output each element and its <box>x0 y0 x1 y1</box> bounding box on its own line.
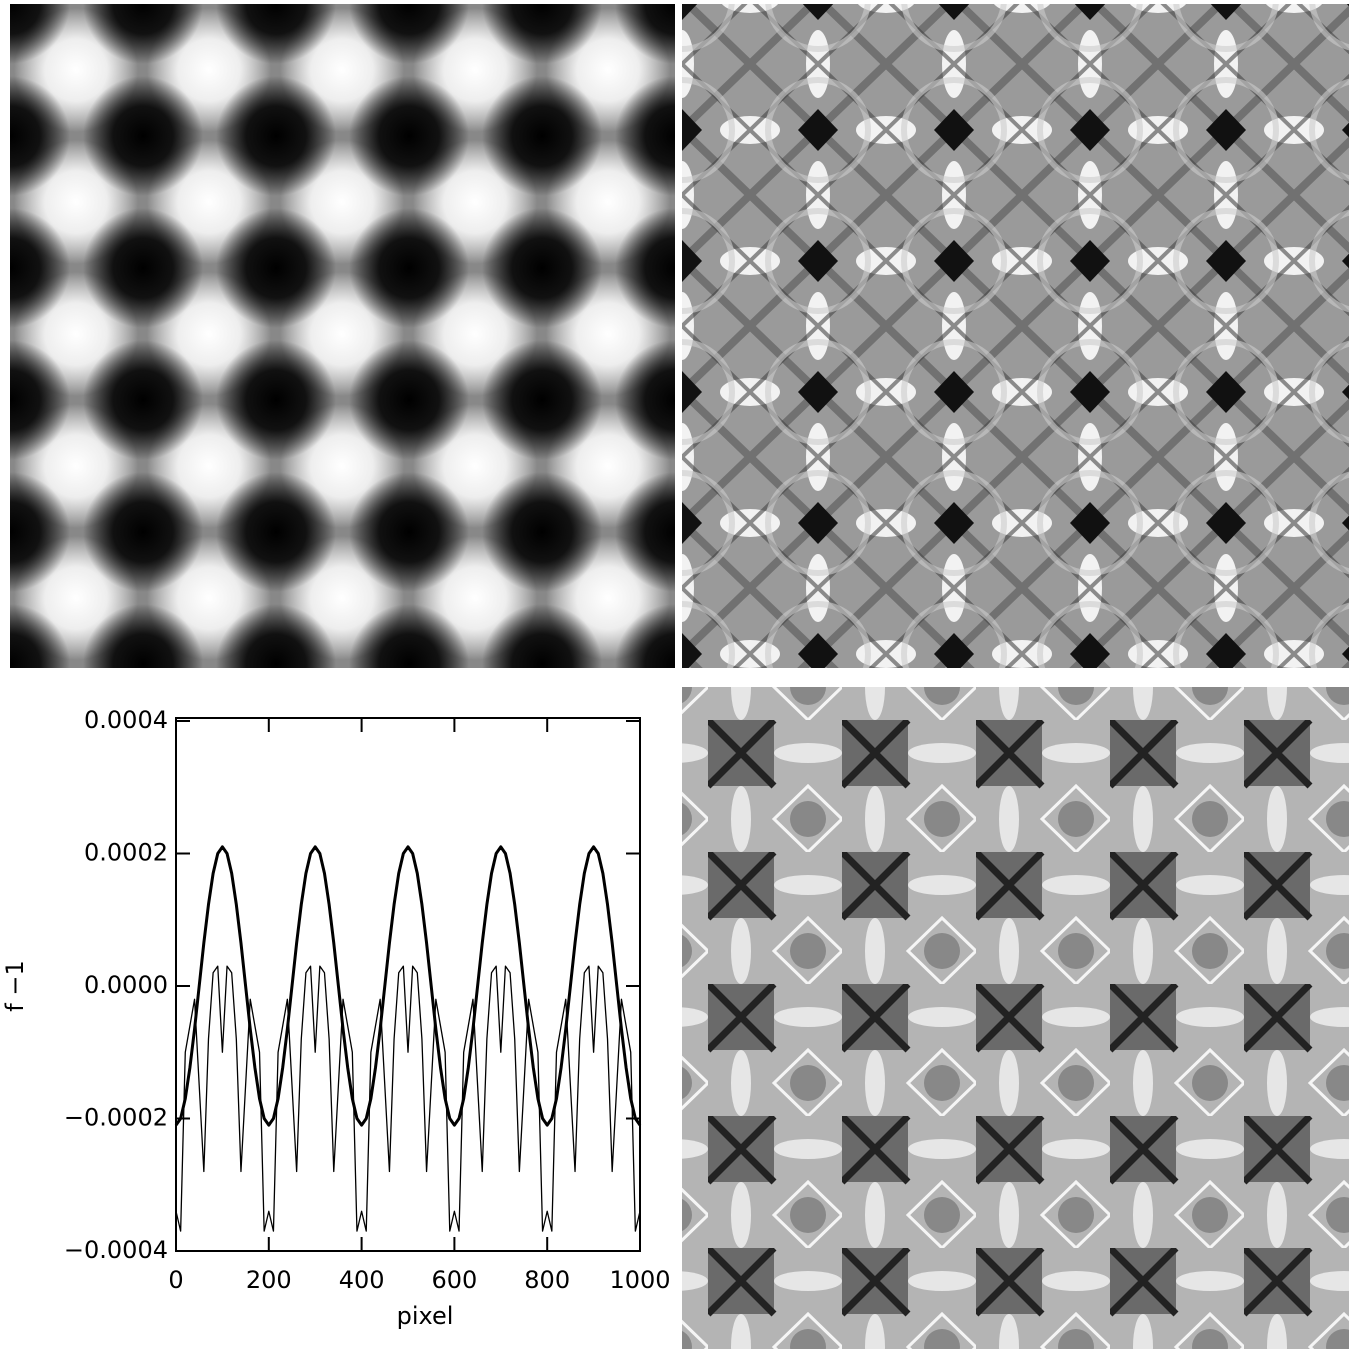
y-tick-label: −0.0002 <box>64 1104 168 1132</box>
image-panel <box>10 4 675 668</box>
y-tick-label: 0.0002 <box>84 839 168 867</box>
x-tick-label: 200 <box>246 1266 292 1294</box>
y-tick-label: 0.0004 <box>84 706 168 734</box>
x-tick-label: 400 <box>339 1266 385 1294</box>
x-tick-label: 1000 <box>609 1266 670 1294</box>
x-tick-label: 800 <box>524 1266 570 1294</box>
image-panel <box>682 4 1349 668</box>
x-axis-label: pixel <box>397 1302 454 1330</box>
y-tick-label: −0.0004 <box>64 1236 168 1264</box>
y-axis-label: f −1 <box>1 960 29 1011</box>
y-tick-label: 0.0000 <box>84 971 168 999</box>
plot-frame <box>175 717 641 1252</box>
x-tick-label: 0 <box>168 1266 183 1294</box>
x-tick-label: 600 <box>431 1266 477 1294</box>
data-line <box>174 845 642 1127</box>
image-panel <box>682 687 1349 1349</box>
data-line <box>175 965 641 1232</box>
